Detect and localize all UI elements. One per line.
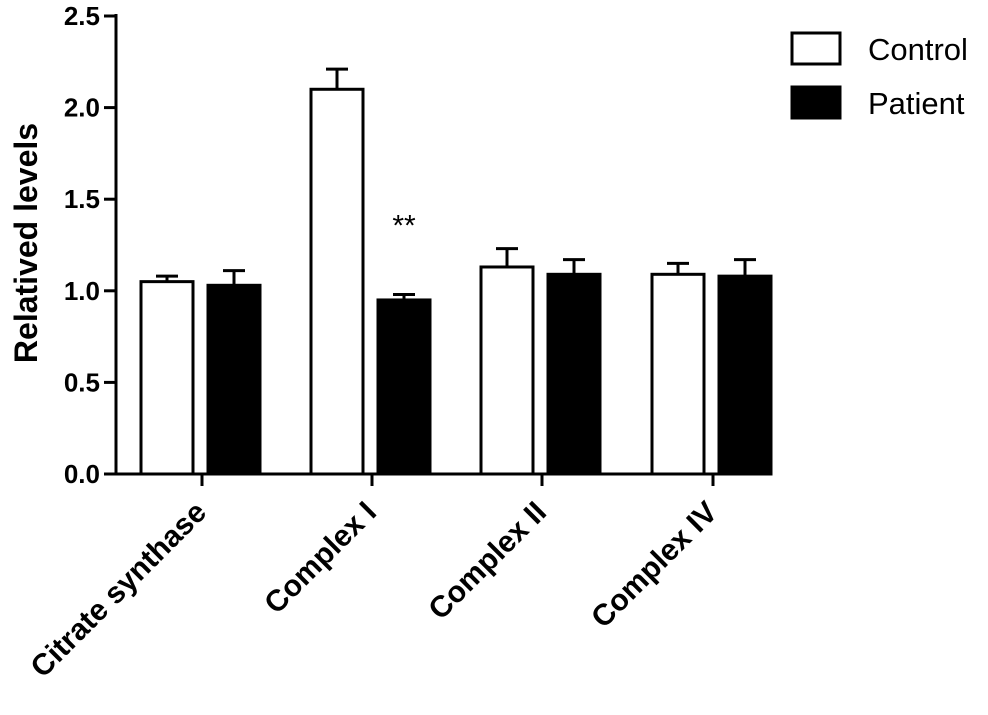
y-tick-label-2: 1.0	[64, 276, 100, 306]
error-bar-control-1	[326, 67, 348, 90]
significance-annotation-0: **	[392, 210, 416, 243]
y-tick-label-4: 2.0	[64, 93, 100, 123]
bar-control-3	[650, 272, 706, 476]
y-tick-label-5: 2.5	[64, 1, 100, 31]
bar-control-1	[309, 87, 365, 476]
category-label-2: Complex II	[422, 496, 553, 627]
labels-layer: 0.0 0.5 1.0 1.5 2.0 2.5 Citrate synthase Comple…	[25, 1, 724, 684]
bars-layer	[139, 67, 773, 476]
y-tick-label-3: 1.5	[64, 184, 100, 214]
bar-patient-3	[717, 274, 773, 476]
legend-label-patient: Patient	[868, 86, 965, 121]
error-bar-control-3	[667, 261, 689, 275]
error-bar-control-0	[156, 274, 178, 282]
error-bar-patient-1	[393, 292, 415, 300]
legend-swatch-patient	[790, 85, 842, 120]
bar-control-2	[479, 265, 535, 476]
error-bar-control-2	[496, 247, 518, 267]
y-axis-title: Relatived levels	[8, 123, 44, 363]
legend-swatch-control	[790, 31, 842, 66]
y-tick-label-1: 0.5	[64, 367, 100, 397]
bar-control-0	[139, 280, 195, 476]
axes-layer	[104, 14, 770, 486]
y-tick-label-0: 0.0	[64, 459, 100, 489]
bar-patient-2	[546, 272, 602, 476]
bar-patient-0	[206, 283, 262, 476]
category-label-3: Complex IV	[585, 496, 724, 635]
error-bar-patient-0	[223, 269, 245, 286]
category-label-1: Complex I	[258, 496, 383, 621]
error-bar-patient-3	[734, 258, 756, 277]
legend-label-control: Control	[868, 32, 968, 67]
error-bar-patient-2	[563, 258, 585, 275]
legend: Control Patient	[790, 31, 968, 121]
bar-patient-1	[376, 298, 432, 476]
category-label-0: Citrate synthase	[25, 496, 213, 684]
